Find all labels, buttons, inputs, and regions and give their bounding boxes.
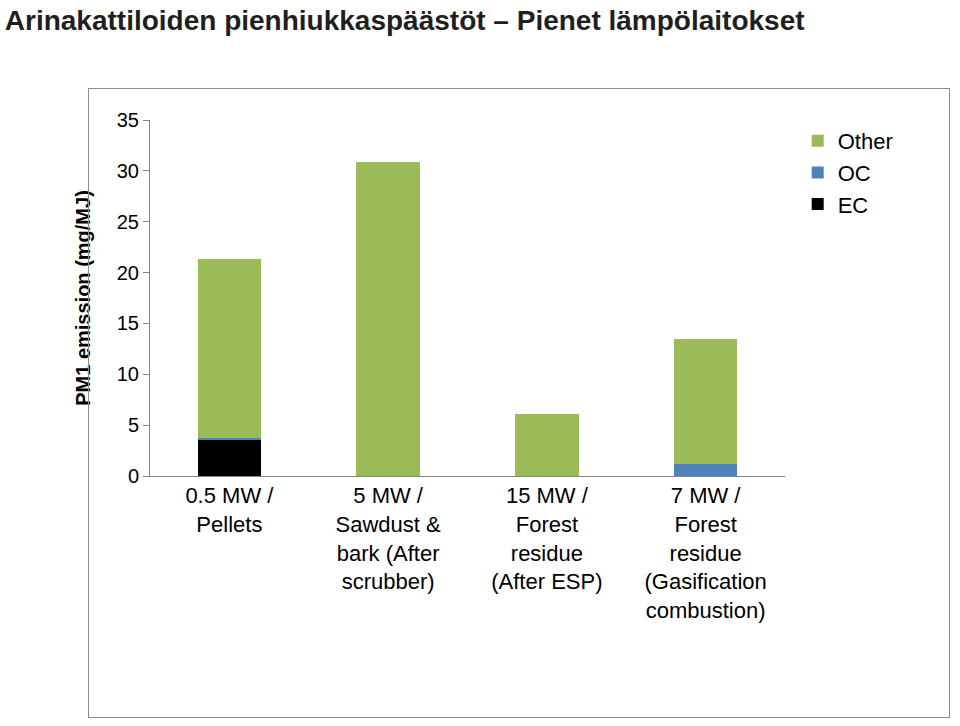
svg-text:Other: Other xyxy=(838,129,893,154)
svg-text:15 MW /Forestresidue(After ESP: 15 MW /Forestresidue(After ESP) xyxy=(491,483,602,594)
svg-text:OC: OC xyxy=(838,161,871,186)
svg-text:7 MW /Forestresidue(Gasificati: 7 MW /Forestresidue(Gasificationcombusti… xyxy=(644,483,766,622)
svg-text:15: 15 xyxy=(117,312,139,334)
svg-text:Arinakattiloiden pienhiukkaspä: Arinakattiloiden pienhiukkaspäästöt – Pi… xyxy=(5,5,805,36)
svg-text:20: 20 xyxy=(117,262,139,284)
svg-text:0.5 MW /Pellets: 0.5 MW /Pellets xyxy=(185,483,274,537)
svg-text:EC: EC xyxy=(838,193,869,218)
svg-text:5 MW /Sawdust &bark (Afterscru: 5 MW /Sawdust &bark (Afterscrubber) xyxy=(336,483,441,594)
svg-text:0: 0 xyxy=(128,465,139,487)
svg-text:5: 5 xyxy=(128,414,139,436)
svg-text:35: 35 xyxy=(117,109,139,131)
svg-text:PM1 emission (mg/MJ): PM1 emission (mg/MJ) xyxy=(72,190,94,406)
svg-text:25: 25 xyxy=(117,211,139,233)
svg-text:30: 30 xyxy=(117,160,139,182)
svg-text:10: 10 xyxy=(117,363,139,385)
